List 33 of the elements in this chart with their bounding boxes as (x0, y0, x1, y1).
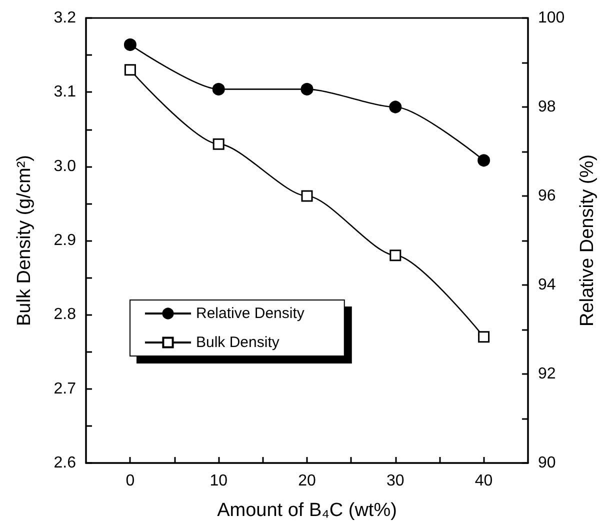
x-tick-label: 30 (386, 472, 404, 490)
point (300, 82, 314, 96)
y-tick-label: 2.7 (54, 380, 76, 398)
y-tick-label: 2.9 (54, 232, 76, 249)
y-tick-label: 2.6 (54, 454, 76, 472)
y-tick-label: 3.2 (54, 10, 76, 26)
point (301, 190, 313, 202)
y-tick-label: 3.1 (54, 84, 76, 101)
x-tick-label: 10 (210, 472, 228, 490)
y-axis-title: Bulk Density (g/cm²) (14, 154, 35, 326)
point (389, 100, 402, 114)
y2-tick-label: 90 (538, 454, 556, 472)
point (390, 250, 402, 262)
legend-label: Relative Density (196, 305, 305, 322)
point (478, 154, 490, 167)
legend-label: Bulk Density (196, 334, 280, 351)
x-tick-label: 20 (298, 472, 316, 490)
y2-tick-label: 94 (538, 276, 556, 294)
x-axis-title: Amount of B₄C (wt%) (217, 500, 397, 521)
y2-tick-label: 98 (538, 98, 556, 116)
y2-tick-label: 92 (538, 366, 556, 382)
x-tick-label: 40 (474, 472, 493, 490)
point (124, 38, 136, 51)
point (212, 138, 224, 150)
point (212, 82, 225, 96)
y2-tick-label: 100 (538, 10, 565, 26)
point (124, 64, 136, 76)
y2-axis-title: Relative Density (%) (577, 154, 598, 327)
y-tick-label: 2.8 (54, 306, 76, 324)
y-tick-label: 3.0 (54, 158, 76, 175)
x-tick-label: 0 (126, 472, 135, 490)
point (478, 331, 490, 343)
y2-tick-label: 96 (538, 188, 556, 204)
